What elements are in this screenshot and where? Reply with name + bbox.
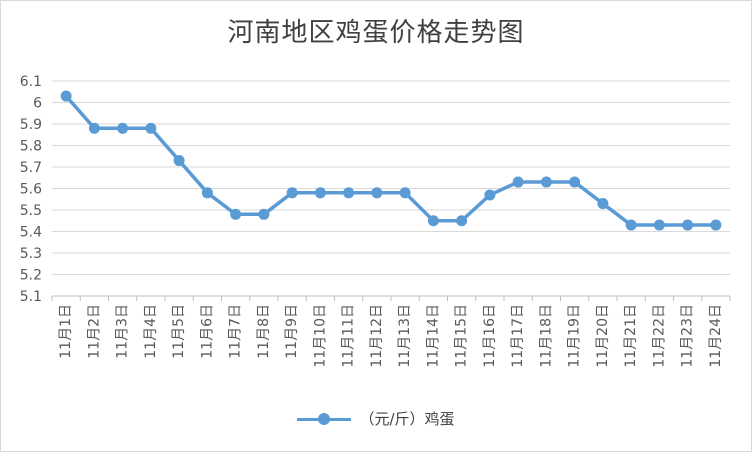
y-tick-label: 6 (33, 96, 42, 112)
x-tick-label: 11月10日 (312, 304, 328, 368)
y-tick-label: 5.6 (20, 182, 42, 198)
y-tick-label: 5.7 (20, 160, 42, 176)
x-tick-label: 11月5日 (171, 304, 187, 359)
x-tick-label: 11月13日 (397, 304, 413, 368)
x-tick-label: 11月2日 (86, 304, 102, 359)
x-tick-label: 11月24日 (708, 304, 724, 368)
x-tick-label: 11月23日 (680, 304, 696, 368)
y-tick-label: 5.4 (20, 225, 42, 241)
data-point (512, 176, 524, 188)
y-tick-label: 5.1 (20, 289, 42, 305)
y-tick-label: 5.3 (20, 246, 42, 262)
x-tick-label: 11月6日 (199, 304, 215, 359)
x-tick-label: 11月21日 (623, 304, 639, 368)
series-line (64, 94, 716, 227)
data-point (201, 187, 213, 199)
x-tick-label: 11月8日 (256, 304, 272, 359)
data-point (710, 219, 722, 231)
legend: （元/斤）鸡蛋 (0, 408, 752, 429)
y-tick-label: 5.2 (20, 268, 42, 284)
legend-label: （元/斤）鸡蛋 (359, 410, 455, 428)
x-tick-label: 11月15日 (454, 304, 470, 368)
data-point (145, 122, 157, 134)
x-tick-label: 11月16日 (482, 304, 498, 368)
data-point (653, 219, 665, 231)
data-point (230, 208, 242, 220)
data-point (117, 122, 129, 134)
data-point (60, 90, 72, 102)
data-point (427, 215, 439, 227)
y-tick-label: 5.8 (20, 139, 42, 155)
x-tick-label: 11月12日 (369, 304, 385, 368)
y-tick-label: 5.9 (20, 117, 42, 133)
x-tick-label: 11月9日 (284, 304, 300, 359)
data-point (314, 187, 326, 199)
x-tick-label: 11月11日 (341, 304, 357, 368)
y-tick-label: 5.5 (20, 203, 42, 219)
legend-line-marker-icon (297, 410, 352, 428)
y-tick-label: 6.1 (20, 74, 42, 90)
data-point (343, 187, 355, 199)
data-point (540, 176, 552, 188)
data-point (597, 198, 609, 210)
data-point (258, 208, 270, 220)
data-point (569, 176, 581, 188)
x-tick-label: 11月20日 (595, 304, 611, 368)
data-point (286, 187, 298, 199)
data-point (173, 155, 185, 167)
data-point (682, 219, 694, 231)
x-tick-label: 11月17日 (510, 304, 526, 368)
data-point (399, 187, 411, 199)
x-tick-label: 11月4日 (143, 304, 159, 359)
data-point (88, 122, 100, 134)
data-point (371, 187, 383, 199)
x-tick-label: 11月18日 (538, 304, 554, 368)
data-point (484, 189, 496, 201)
x-tick-label: 11月22日 (651, 304, 667, 368)
data-point (625, 219, 637, 231)
x-tick-label: 11月19日 (567, 304, 583, 368)
x-tick-label: 11月1日 (58, 304, 74, 359)
chart-title: 河南地区鸡蛋价格走势图 (227, 18, 525, 48)
x-tick-label: 11月14日 (425, 304, 441, 368)
data-point (456, 215, 468, 227)
x-tick-label: 11月7日 (228, 304, 244, 359)
x-tick-label: 11月3日 (115, 304, 131, 359)
